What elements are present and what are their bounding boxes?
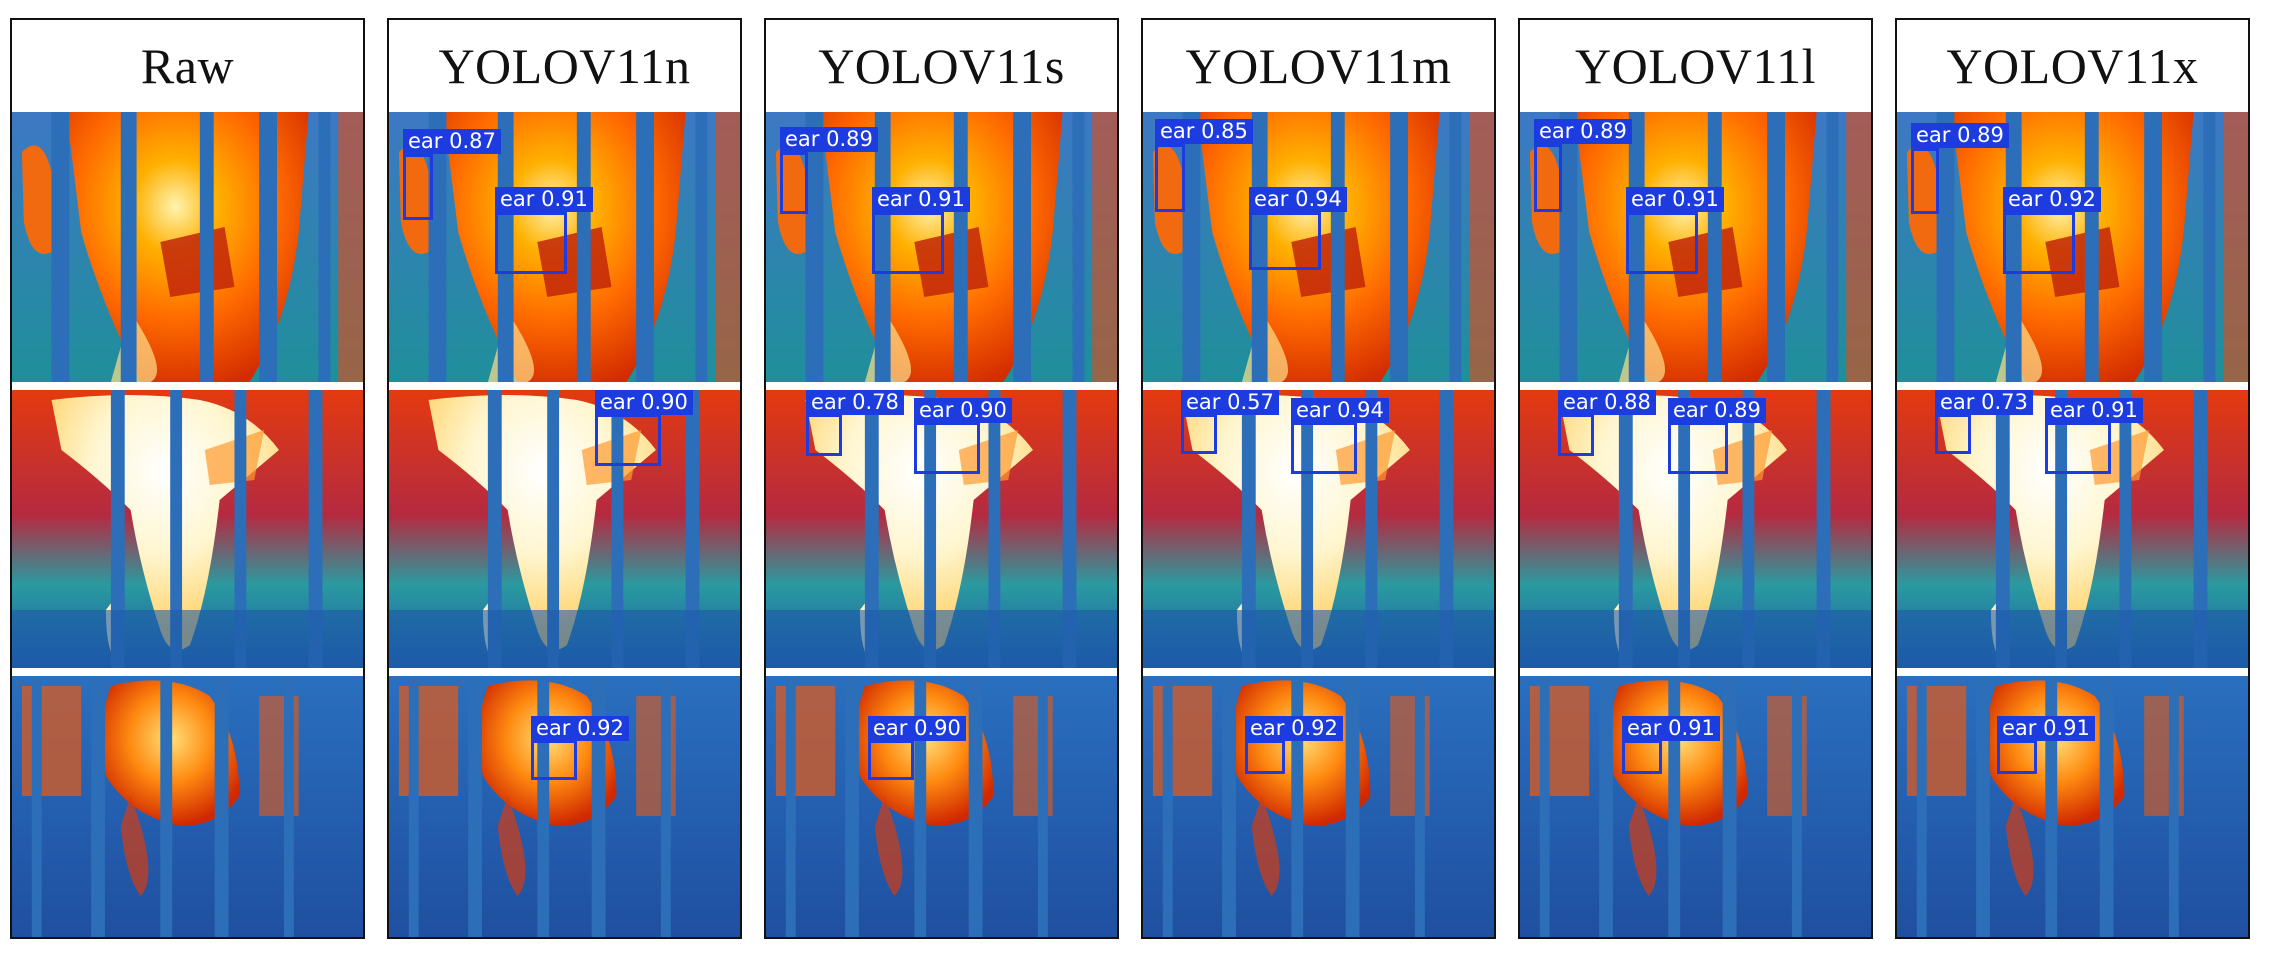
detection-label: ear 0.90 [868,716,966,741]
detection-label: ear 0.57 [1181,390,1279,415]
detection-label: ear 0.91 [872,187,970,212]
detection-label: ear 0.87 [403,129,501,154]
detection-box [1668,422,1728,474]
thermal-image-row-1: ear 0.89 ear 0.92 [1897,112,2248,382]
detection-box [1534,144,1562,212]
detection-label: ear 0.88 [1558,390,1656,415]
thermal-image-row-1: ear 0.89 ear 0.91 [1520,112,1871,382]
thermal-image-graphic [12,390,363,668]
thermal-image-row-2: ear 0.90 [389,390,740,668]
detection-label: ear 0.73 [1935,390,2033,415]
column-yolov11l: YOLOV11l ear 0.89 ear 0.91 [1518,18,1873,939]
detection-box [2003,212,2075,274]
thermal-image-graphic [12,676,363,937]
detection-label: ear 0.89 [1534,119,1632,144]
column-yolov11n: YOLOV11n ear 0.87 ear 0.91 [387,18,742,939]
detection-label: ear 0.89 [1668,398,1766,423]
thermal-image-row-2: ear 0.57 ear 0.94 [1143,390,1494,668]
detection-box [872,212,944,274]
thermal-image-graphic [389,390,740,668]
thermal-image-graphic [1897,112,2248,382]
detection-label: ear 0.92 [531,716,629,741]
column-title: Raw [140,38,235,94]
column-raw: Raw [10,18,365,939]
detection-box [531,740,577,780]
detection-box [1935,414,1971,454]
detection-box [1558,414,1594,456]
detection-label: ear 0.91 [2045,398,2143,423]
thermal-image-graphic [1520,390,1871,668]
detection-box [1622,740,1662,774]
detection-label: ear 0.92 [2003,187,2101,212]
detection-box [2045,422,2111,474]
thermal-image-row-3: ear 0.90 [766,676,1117,937]
thermal-image-row-3: ear 0.91 [1520,676,1871,937]
thermal-image-graphic [1897,390,2248,668]
detection-box [1155,144,1185,212]
detection-box [868,740,914,780]
column-title: YOLOV11x [1946,38,2199,94]
thermal-image-row-2 [12,390,363,668]
detection-box [1291,422,1357,474]
thermal-image-row-2: ear 0.78 ear 0.90 [766,390,1117,668]
thermal-image-row-3: ear 0.91 [1897,676,2248,937]
detection-label: ear 0.92 [1245,716,1343,741]
detection-label: ear 0.89 [780,127,878,152]
detection-label: ear 0.91 [495,187,593,212]
detection-label: ear 0.90 [595,390,693,415]
detection-box [914,422,980,474]
detection-box [1249,212,1321,270]
detection-label: ear 0.78 [806,390,904,415]
thermal-image-row-3: ear 0.92 [1143,676,1494,937]
thermal-image-row-2: ear 0.73 ear 0.91 [1897,390,2248,668]
detection-label: ear 0.90 [914,398,1012,423]
column-yolov11x: YOLOV11x ear 0.89 ear 0.92 [1895,18,2250,939]
detection-label: ear 0.94 [1249,187,1347,212]
detection-box [1997,740,2037,774]
detection-box [1626,212,1698,274]
detection-box [595,414,661,466]
thermal-image-row-3: ear 0.92 [389,676,740,937]
column-title: YOLOV11n [438,38,691,94]
detection-label: ear 0.91 [1622,716,1720,741]
column-title: YOLOV11l [1574,38,1816,94]
detection-box [403,154,433,220]
thermal-image-row-1: ear 0.87 ear 0.91 [389,112,740,382]
thermal-image-row-1 [12,112,363,382]
detection-box [806,414,842,456]
detection-box [1245,740,1285,774]
column-title: YOLOV11s [818,38,1065,94]
detection-box [495,212,567,274]
thermal-image-row-3 [12,676,363,937]
detection-label: ear 0.91 [1626,187,1724,212]
detection-label: ear 0.91 [1997,716,2095,741]
thermal-image-row-1: ear 0.85 ear 0.94 [1143,112,1494,382]
column-yolov11m: YOLOV11m ear 0.85 ear 0.94 [1141,18,1496,939]
detection-box [1911,148,1939,214]
detection-box [1181,414,1217,454]
thermal-image-graphic [12,112,363,382]
detection-label: ear 0.85 [1155,119,1253,144]
thermal-image-row-2: ear 0.88 ear 0.89 [1520,390,1871,668]
column-yolov11s: YOLOV11s ear 0.89 ear 0.91 [764,18,1119,939]
detection-label: ear 0.94 [1291,398,1389,423]
column-title: YOLOV11m [1185,38,1452,94]
detection-label: ear 0.89 [1911,123,2009,148]
detection-box [780,152,808,214]
thermal-image-row-1: ear 0.89 ear 0.91 [766,112,1117,382]
